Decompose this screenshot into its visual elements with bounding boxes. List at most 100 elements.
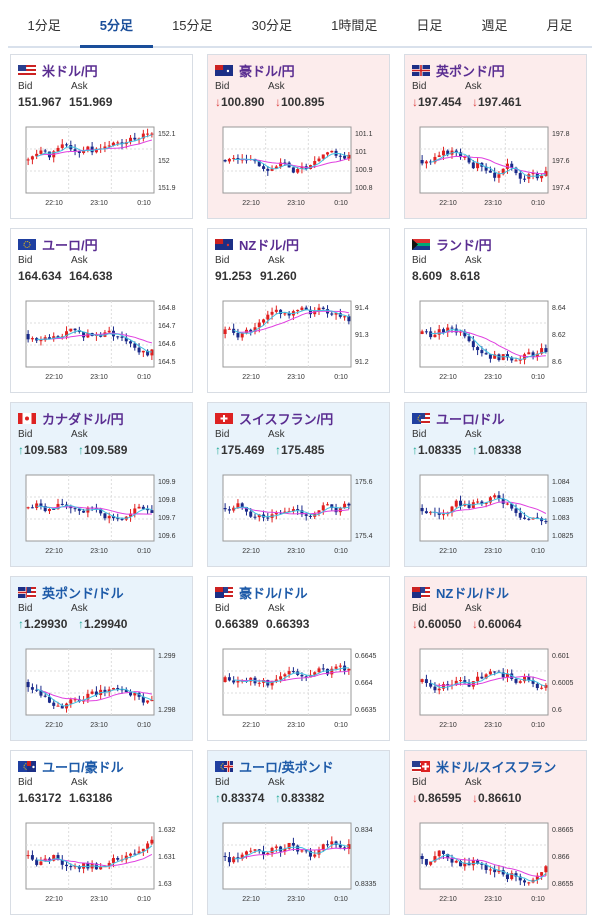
candle-body xyxy=(326,668,330,675)
bid-price-value: 164.634 xyxy=(18,269,62,283)
moving-average-line xyxy=(430,151,546,177)
pair-title[interactable]: スイスフラン/円 xyxy=(215,410,334,427)
pair-title[interactable]: ユーロ/英ポンド xyxy=(215,758,334,775)
candle-body xyxy=(86,863,90,869)
candle-body xyxy=(274,166,278,169)
rate-card[interactable]: ユーロ/円 Bid Ask 164.634 164.638 164.8 164.7 164.6… xyxy=(10,228,193,393)
pair-title[interactable]: NZドル/ドル xyxy=(412,584,509,601)
candle-body xyxy=(330,313,334,315)
candle-body xyxy=(501,168,505,175)
candle-body xyxy=(52,336,56,340)
rate-card[interactable]: 英ポンド/ドル Bid Ask ↑1.29930 ↑1.29940 1.299 1.298 2… xyxy=(10,576,193,741)
candle-body xyxy=(262,319,266,323)
candle-body xyxy=(441,684,445,689)
rate-card[interactable]: カナダドル/円 Bid Ask ↑109.583 ↑109.589 109.9 109.8 1… xyxy=(10,402,193,567)
pair-title[interactable]: 米ドル/スイスフラン xyxy=(412,758,557,775)
candle-body xyxy=(488,869,492,871)
rate-card[interactable]: 米ドル/円 Bid Ask 151.967 151.969 152.1 152 151.9 22… xyxy=(10,54,193,219)
pair-name: スイスフラン/円 xyxy=(239,411,334,427)
bid-price: ↑1.29930 xyxy=(18,617,67,631)
pair-title[interactable]: ユーロ/豪ドル xyxy=(18,758,124,775)
tab-2[interactable]: 5分足 xyxy=(80,8,153,48)
candle-body xyxy=(334,841,338,845)
bid-price-value: 91.253 xyxy=(215,269,252,283)
y-tick-label: 0.8335 xyxy=(355,881,377,888)
candle-body xyxy=(540,348,544,354)
tab-5[interactable]: 1時間足 xyxy=(331,18,378,33)
pair-title[interactable]: ランド/円 xyxy=(412,236,492,253)
candle-body xyxy=(338,665,342,667)
pair-title[interactable]: ユーロ/円 xyxy=(18,236,98,253)
candle-body xyxy=(317,158,321,162)
candle-body xyxy=(527,677,531,681)
pair-title[interactable]: 米ドル/円 xyxy=(18,62,98,79)
pair-title[interactable]: 豪ドル/円 xyxy=(215,62,295,79)
candle-body xyxy=(424,161,428,164)
pair-title[interactable]: ユーロ/ドル xyxy=(412,410,505,427)
x-tick-label: 22:10 xyxy=(439,722,457,729)
candle-body xyxy=(146,133,150,135)
candle-body xyxy=(523,880,527,883)
ask-price: ↓0.86610 xyxy=(472,791,521,805)
pair-name: 米ドル/スイスフラン xyxy=(436,759,557,775)
candle-body xyxy=(454,500,458,507)
rate-card[interactable]: NZドル/ドル Bid Ask ↓0.60050 ↓0.60064 0.601 0.6005… xyxy=(404,576,587,741)
pair-title[interactable]: カナダドル/円 xyxy=(18,410,124,427)
ask-price: 0.66393 xyxy=(266,617,309,631)
moving-average-line xyxy=(36,505,153,519)
candle-body xyxy=(103,689,107,693)
pair-title[interactable]: 豪ドル/ドル xyxy=(215,584,308,601)
rate-card[interactable]: ランド/円 Bid Ask 8.609 8.618 8.64 8.62 8.6 22:10 23:… xyxy=(404,228,587,393)
x-tick-label: 22:10 xyxy=(439,374,457,381)
tab-3[interactable]: 15分足 xyxy=(172,18,213,33)
ask-label: Ask xyxy=(465,603,482,614)
x-tick-label: 0:10 xyxy=(531,374,545,381)
x-tick-label: 23:10 xyxy=(287,200,305,207)
candle-body xyxy=(493,172,497,178)
y-tick-label: 197.4 xyxy=(552,185,570,192)
candle-body xyxy=(227,328,231,330)
rate-card[interactable]: 豪ドル/円 Bid Ask ↓100.890 ↓100.895 101.1 101 100.9… xyxy=(207,54,390,219)
candle-body xyxy=(141,848,145,852)
candle-body xyxy=(283,162,287,164)
tab-7[interactable]: 週足 xyxy=(481,18,508,33)
y-tick-label: 91.4 xyxy=(355,305,369,312)
candle-body xyxy=(450,506,454,513)
bid-price: 91.253 xyxy=(215,269,252,283)
ask-price: ↓100.895 xyxy=(275,95,324,109)
candle-body xyxy=(437,688,441,691)
candle-body xyxy=(424,679,428,684)
ask-price: 91.260 xyxy=(260,269,297,283)
tab-6[interactable]: 日足 xyxy=(416,18,443,33)
candle-body xyxy=(236,681,240,683)
candle-body xyxy=(296,845,300,852)
eu-flag-icon xyxy=(18,238,36,250)
rate-card[interactable]: ユーロ/英ポンド Bid Ask ↑0.83374 ↑0.83382 0.834 0.833… xyxy=(207,750,390,915)
candle-body xyxy=(326,152,330,155)
rate-card[interactable]: ユーロ/ドル Bid Ask ↑1.08335 ↑1.08338 1.084 1.0835 1… xyxy=(404,402,587,567)
rate-card[interactable]: スイスフラン/円 Bid Ask ↑175.469 ↑175.485 175.6 175.4… xyxy=(207,402,390,567)
moving-average-line xyxy=(233,152,350,170)
ask-label: Ask xyxy=(268,429,285,440)
candle-body xyxy=(454,860,458,863)
candle-body xyxy=(308,515,312,517)
candle-body xyxy=(39,503,43,507)
rate-card[interactable]: NZドル/円 Bid Ask 91.253 91.260 91.4 91.3 91.2 22:1… xyxy=(207,228,390,393)
rate-card[interactable]: ユーロ/豪ドル Bid Ask 1.63172 1.63186 1.632 1.631 1.6… xyxy=(10,750,193,915)
tab-1[interactable]: 1分足 xyxy=(27,18,61,33)
x-tick-label: 0:10 xyxy=(137,896,151,903)
pair-title[interactable]: 英ポンド/円 xyxy=(412,62,505,79)
candle-body xyxy=(279,309,283,315)
candle-body xyxy=(527,518,531,520)
x-tick-label: 23:10 xyxy=(287,374,305,381)
x-tick-label: 0:10 xyxy=(334,548,348,555)
pair-title[interactable]: NZドル/円 xyxy=(215,236,299,253)
candle-body xyxy=(463,503,467,506)
pair-title[interactable]: 英ポンド/ドル xyxy=(18,584,124,601)
candle-body xyxy=(343,503,347,508)
rate-card[interactable]: 英ポンド/円 Bid Ask ↓197.454 ↓197.461 197.8 197.6 19… xyxy=(404,54,587,219)
tab-8[interactable]: 月足 xyxy=(546,18,573,33)
rate-card[interactable]: 豪ドル/ドル Bid Ask 0.66389 0.66393 0.6645 0.664 0.6… xyxy=(207,576,390,741)
rate-card[interactable]: 米ドル/スイスフラン Bid Ask ↓0.86595 ↓0.86610 0.8665 0.… xyxy=(404,750,587,915)
tab-4[interactable]: 30分足 xyxy=(251,18,293,33)
